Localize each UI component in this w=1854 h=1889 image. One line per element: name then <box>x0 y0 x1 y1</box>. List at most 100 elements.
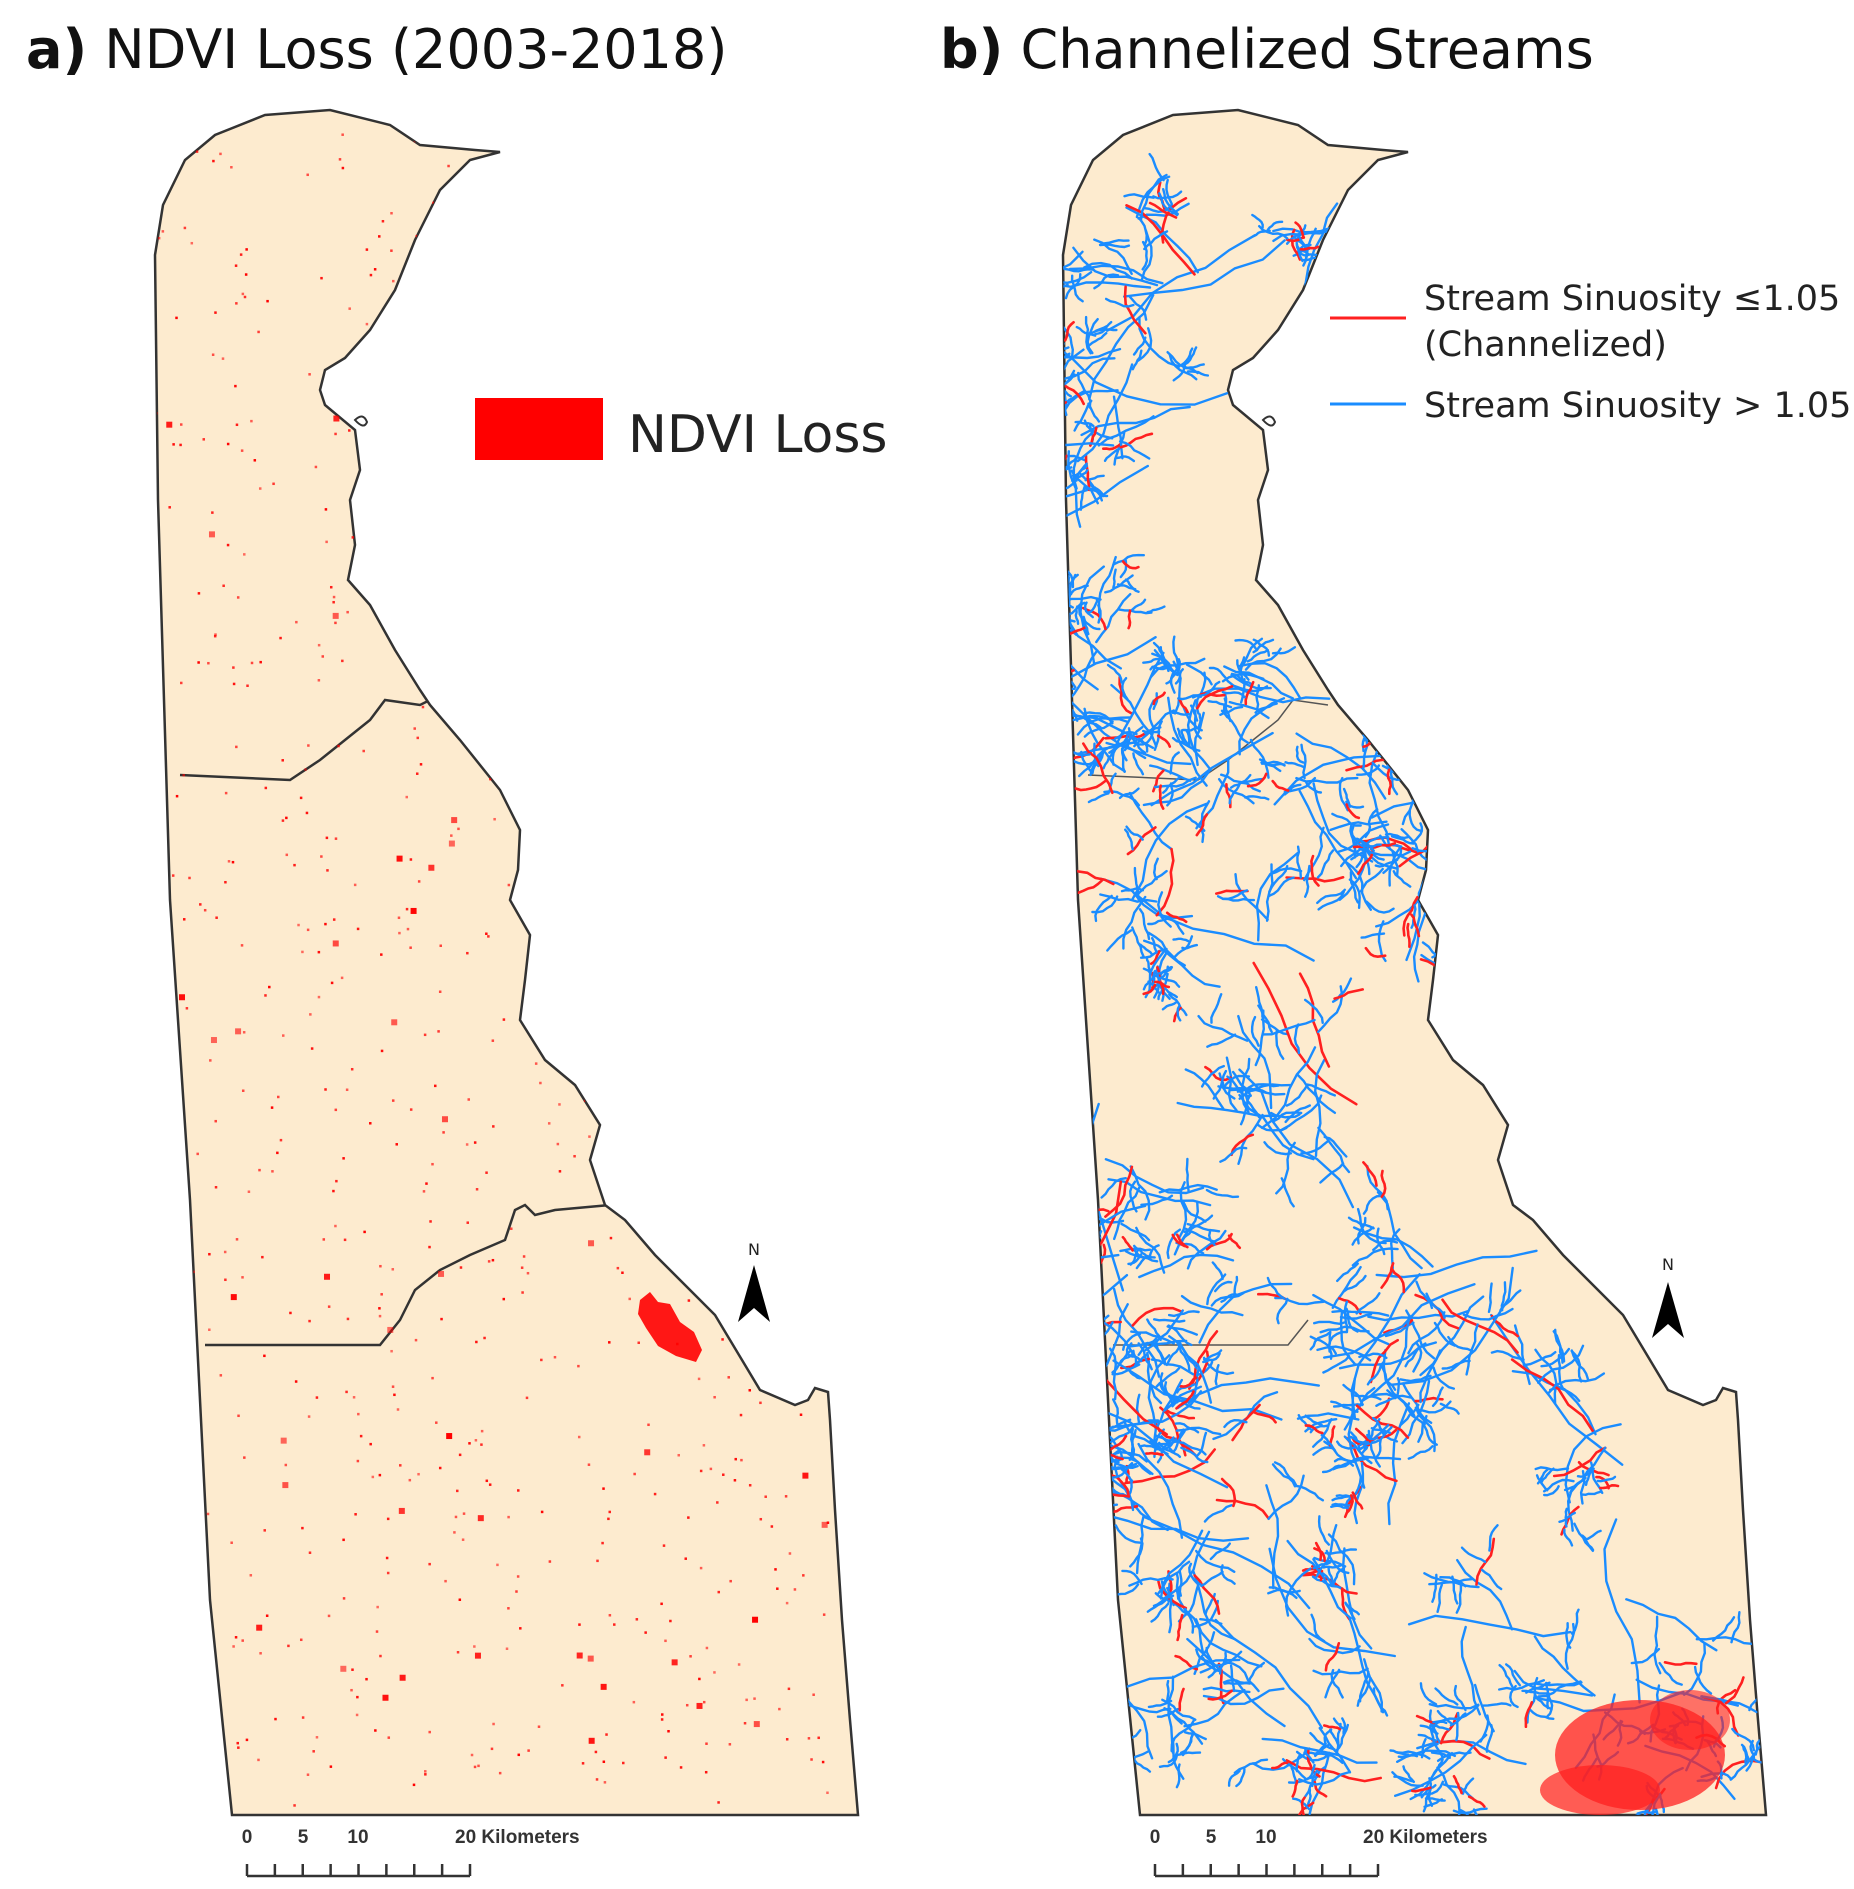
panel-b-legend: Stream Sinuosity ≤1.05 (Channelized) Str… <box>1330 279 1851 426</box>
ndvi-loss-pixel <box>320 276 323 280</box>
channelized-stream <box>1193 1574 1221 1615</box>
natural-stream <box>979 1332 1028 1348</box>
ndvi-loss-pixel <box>208 1328 211 1331</box>
natural-stream <box>1361 543 1380 563</box>
ndvi-loss-pixel <box>652 950 655 953</box>
ndvi-loss-pixel <box>422 1190 426 1193</box>
natural-stream <box>1382 348 1423 359</box>
natural-stream <box>1251 213 1264 229</box>
channelized-stream <box>1271 1761 1289 1770</box>
natural-stream <box>1348 878 1361 909</box>
natural-stream <box>1375 232 1404 239</box>
channelized-stream <box>1063 1162 1069 1242</box>
natural-stream <box>1404 1342 1427 1368</box>
natural-stream <box>1473 612 1486 632</box>
natural-stream <box>1063 267 1095 273</box>
ndvi-loss-pixel <box>208 1252 211 1256</box>
channelized-stream <box>1285 1759 1382 1783</box>
natural-stream <box>1467 624 1516 657</box>
ndvi-loss-pixel <box>660 1602 663 1606</box>
ndvi-loss-pixel <box>618 1075 622 1078</box>
ndvi-loss-pixel <box>596 1559 599 1563</box>
natural-stream <box>1583 1529 1602 1541</box>
ndvi-loss-pixel <box>828 1188 832 1191</box>
north-arrow-b: N <box>1652 1255 1684 1338</box>
natural-stream <box>1128 295 1148 321</box>
natural-stream <box>1172 937 1190 943</box>
natural-stream <box>1100 1177 1127 1199</box>
natural-stream <box>1249 738 1270 779</box>
natural-stream <box>1312 1446 1334 1456</box>
ndvi-loss-pixel <box>496 535 500 538</box>
natural-stream <box>1063 857 1077 875</box>
ndvi-loss-pixel <box>538 275 541 279</box>
natural-stream <box>966 1220 983 1247</box>
ndvi-loss-pixel <box>382 1694 389 1701</box>
ndvi-loss-pixel <box>234 384 237 388</box>
channelized-stream <box>953 586 974 604</box>
ndvi-loss-pixel <box>189 1803 193 1806</box>
ndvi-loss-pixel <box>521 325 524 329</box>
natural-stream <box>1313 1320 1346 1326</box>
ndvi-loss-pixel <box>679 1766 683 1769</box>
natural-stream <box>1225 1056 1238 1112</box>
ndvi-loss-pixel <box>415 234 419 238</box>
natural-stream <box>1540 1347 1571 1368</box>
natural-stream <box>1063 601 1086 619</box>
natural-stream <box>1165 178 1173 210</box>
ndvi-loss-pixel <box>181 1225 185 1228</box>
natural-stream <box>1207 1228 1216 1246</box>
natural-stream <box>1390 835 1415 845</box>
natural-stream <box>1178 1570 1183 1597</box>
ndvi-loss-pixel <box>338 158 342 161</box>
natural-stream <box>1142 657 1160 664</box>
ndvi-loss-pixel <box>696 265 700 269</box>
ndvi-loss-pixel <box>369 273 373 277</box>
natural-stream <box>1234 638 1257 650</box>
ndvi-loss-pixel <box>617 787 621 790</box>
natural-stream <box>1137 216 1148 246</box>
natural-stream <box>1535 1474 1549 1492</box>
natural-stream <box>971 516 989 618</box>
natural-stream <box>1385 577 1411 586</box>
ndvi-loss-pixel <box>609 1236 613 1240</box>
channelized-stream <box>937 507 968 513</box>
natural-stream <box>1123 1420 1169 1456</box>
ndvi-loss-pixel <box>419 763 423 766</box>
natural-stream <box>1036 1261 1052 1287</box>
natural-stream <box>1237 1014 1273 1110</box>
natural-stream <box>991 1310 995 1338</box>
ndvi-loss-pixel <box>582 734 586 737</box>
ndvi-loss-pixel <box>718 379 721 382</box>
natural-stream <box>1079 485 1086 511</box>
natural-stream <box>1283 564 1309 577</box>
ndvi-loss-pixel <box>765 228 772 235</box>
natural-stream <box>1522 523 1563 545</box>
scale-tick-10-a: 10 <box>347 1827 368 1848</box>
natural-stream <box>1157 891 1172 928</box>
ndvi-loss-pixel <box>405 795 409 799</box>
ndvi-loss-pixel <box>679 553 683 557</box>
ndvi-loss-pixel <box>315 1736 319 1739</box>
ndvi-loss-pixel <box>178 1105 181 1109</box>
ndvi-loss-pixel <box>701 382 704 385</box>
ndvi-loss-pixel <box>380 1049 384 1053</box>
natural-stream <box>1071 1231 1102 1239</box>
natural-stream <box>1435 691 1445 728</box>
natural-stream <box>1287 550 1307 572</box>
natural-stream <box>1222 1074 1251 1090</box>
ndvi-loss-pixel <box>264 786 268 790</box>
natural-stream <box>1349 297 1377 304</box>
natural-stream <box>1388 845 1403 887</box>
ndvi-loss-pixel <box>714 977 718 980</box>
ndvi-loss-pixel <box>312 1750 315 1753</box>
natural-stream <box>1290 1764 1297 1783</box>
ndvi-loss-pixel <box>748 1389 752 1392</box>
natural-stream <box>1413 235 1419 266</box>
natural-stream <box>1068 1346 1082 1360</box>
ndvi-loss-pixel <box>725 614 729 617</box>
natural-stream <box>1422 602 1429 646</box>
ndvi-loss-pixel <box>362 749 365 753</box>
natural-stream <box>1175 1383 1196 1394</box>
natural-stream <box>962 517 984 540</box>
